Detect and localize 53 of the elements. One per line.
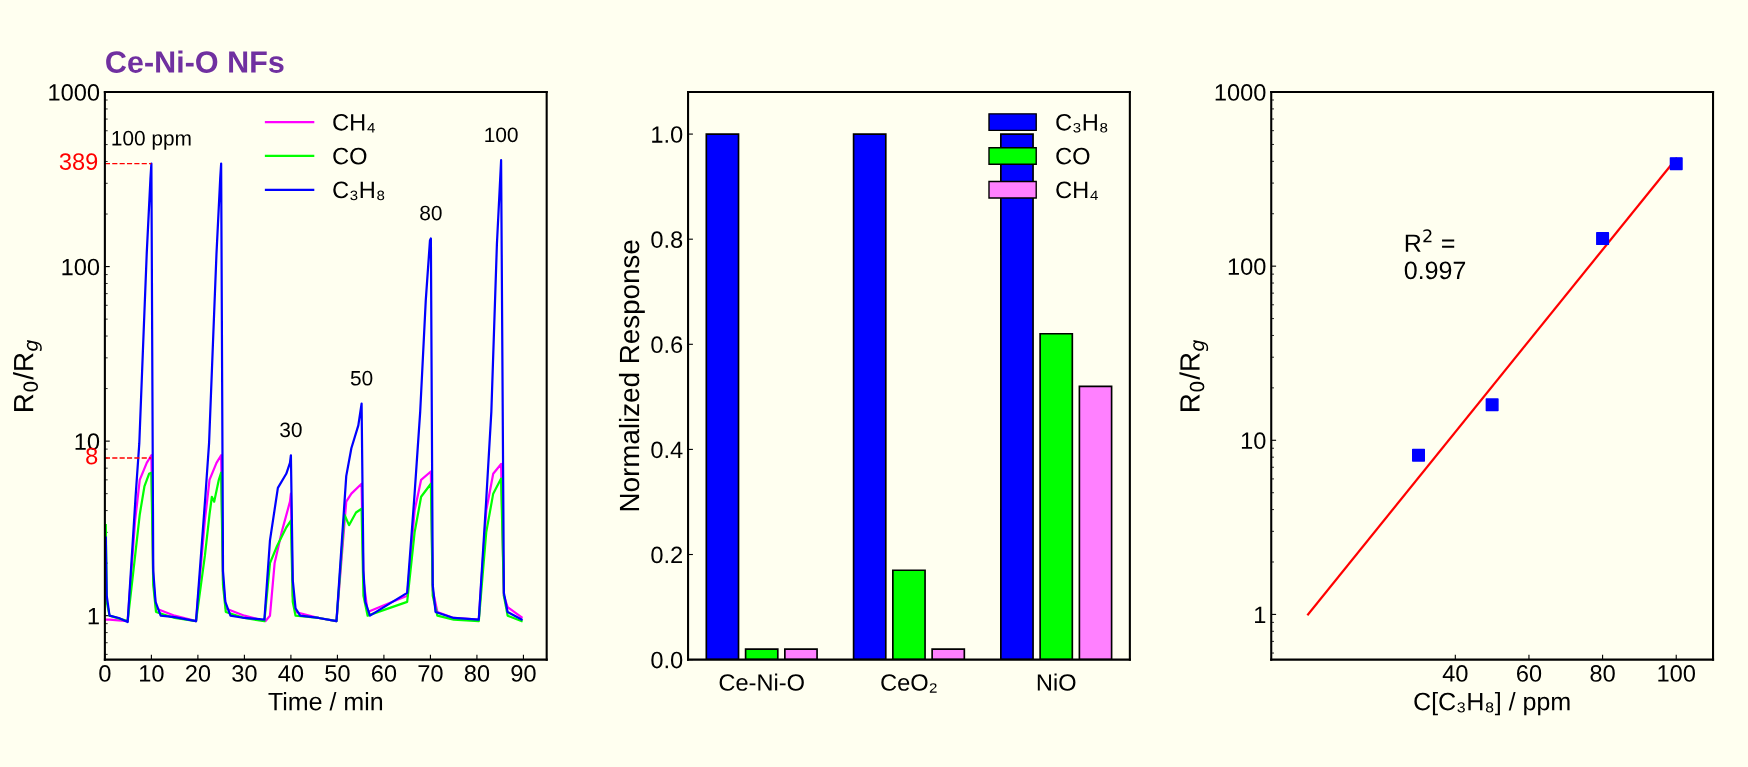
y-tick-label: 0.8 bbox=[651, 231, 683, 248]
legend-label: CO bbox=[1056, 147, 1090, 165]
annotation: 100 ppm bbox=[112, 130, 191, 150]
y-tick-label: 0.4 bbox=[651, 441, 683, 459]
x-tick-label: 10 bbox=[140, 665, 164, 682]
y-axis-title: R$_{0}$/R$_{g}$ bbox=[13, 340, 42, 411]
annotation: R$^{2}$ = 0.997 bbox=[1404, 229, 1466, 280]
x-tick-label: NiO bbox=[1037, 673, 1076, 691]
y-tick-label: 100 bbox=[62, 258, 100, 276]
y-tick-label: 0.6 bbox=[651, 336, 683, 354]
x-tick-label: 30 bbox=[232, 665, 257, 682]
ref-line-label: 389 bbox=[59, 153, 98, 170]
annotation: 100 bbox=[485, 127, 518, 143]
y-tick-label: 1000 bbox=[1215, 84, 1266, 101]
y-tick-label: 0.2 bbox=[651, 546, 683, 564]
x-tick-label: 90 bbox=[511, 665, 536, 682]
annotation: 30 bbox=[280, 422, 302, 438]
y-tick-label: 1 bbox=[1255, 606, 1266, 623]
y-tick-label: 10 bbox=[1241, 432, 1266, 450]
legend-label: CO bbox=[333, 147, 367, 165]
legend-label: CH₄ bbox=[333, 113, 375, 133]
x-tick-label: 40 bbox=[278, 665, 304, 682]
x-axis-title: Time / min bbox=[268, 692, 383, 711]
y-tick-label: 0.0 bbox=[651, 651, 683, 669]
x-tick-label: 70 bbox=[418, 665, 443, 682]
y-tick-label: 1.0 bbox=[652, 126, 683, 143]
x-tick-label: 60 bbox=[1517, 665, 1542, 682]
point bbox=[1596, 232, 1610, 246]
y-tick-label: 1000 bbox=[49, 84, 100, 101]
x-tick-label: 80 bbox=[464, 665, 490, 682]
x-tick-label: 40 bbox=[1442, 665, 1468, 682]
x-tick-label: 100 bbox=[1658, 665, 1695, 682]
y-axis-title: R$_{0}$/R$_{g}$ bbox=[1179, 340, 1209, 411]
x-tick-label: 0 bbox=[99, 665, 111, 682]
x-tick-label: 60 bbox=[371, 665, 397, 682]
y-axis-title: Normalized Response bbox=[618, 240, 645, 511]
point bbox=[1669, 157, 1683, 171]
legend-label: C₃H₈ bbox=[1056, 113, 1108, 133]
y-tick-label: 100 bbox=[1228, 258, 1266, 275]
annotation: 80 bbox=[420, 205, 442, 221]
y-tick-label: 1 bbox=[88, 607, 99, 625]
annotation: 50 bbox=[350, 370, 373, 386]
x-tick-label: 80 bbox=[1590, 665, 1615, 682]
x-tick-label: 50 bbox=[325, 665, 350, 682]
legend-label: CH₄ bbox=[1056, 181, 1098, 201]
chart-title: Ce-Ni-O NFs bbox=[106, 50, 284, 73]
x-tick-label: Ce-Ni-O bbox=[719, 673, 804, 691]
x-tick-label: CeO₂ bbox=[881, 674, 937, 693]
x-tick-label: 20 bbox=[185, 665, 211, 682]
point bbox=[1485, 398, 1499, 412]
legend-label: C₃H₈ bbox=[333, 181, 385, 201]
x-axis-title: C[C₃H₈] / ppm bbox=[1414, 692, 1570, 716]
point bbox=[1411, 448, 1426, 462]
